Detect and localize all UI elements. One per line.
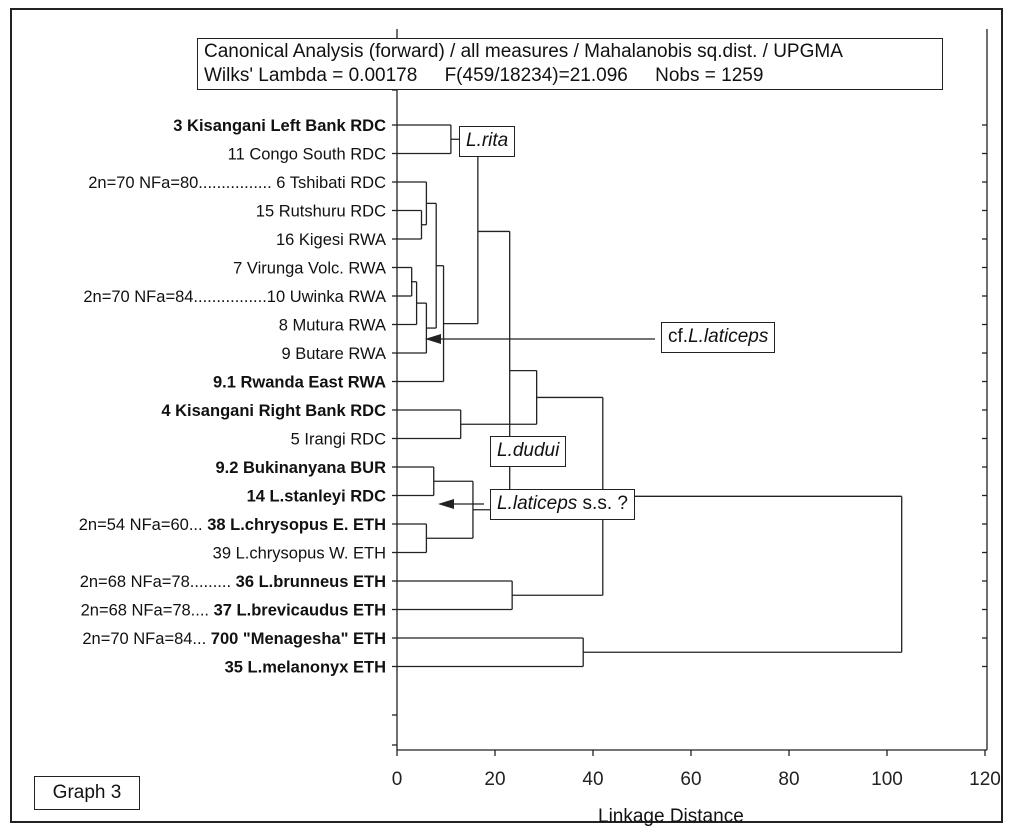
leaf-label: 2n=54 NFa=60... 38 L.chrysopus E. ETH — [79, 516, 386, 534]
tag-l-laticeps-ss: L.laticeps s.s. ? — [490, 489, 635, 520]
leaf-label: 2n=68 NFa=78......... 36 L.brunneus ETH — [80, 573, 386, 591]
nobs: Nobs = 1259 — [655, 65, 764, 86]
leaf-label: 9.1 Rwanda East RWA — [213, 374, 386, 392]
leaf-label: 7 Virunga Volc. RWA — [233, 260, 386, 278]
tag-cf-l-laticeps-italic: L.laticeps — [688, 326, 769, 347]
tag-l-rita-italic: L.rita — [466, 130, 509, 151]
leaf-label: 8 Mutura RWA — [279, 317, 386, 335]
tag-l-dudui: L.dudui — [490, 436, 567, 467]
x-tick-label: 40 — [582, 769, 603, 790]
leaf-label: 15 Rutshuru RDC — [256, 203, 386, 221]
graph-label: Graph 3 — [34, 776, 140, 810]
info-line-1: Canonical Analysis (forward) / all measu… — [204, 41, 843, 62]
leaf-label: 35 L.melanonyx ETH — [225, 659, 386, 677]
x-tick-label: 100 — [871, 769, 903, 790]
f-statistic: F(459/18234)=21.096 — [444, 65, 628, 86]
tag-cf-l-laticeps: cf.L.laticeps — [661, 322, 776, 353]
leaf-label: 2n=70 NFa=84................10 Uwinka RW… — [83, 288, 386, 306]
figure-frame — [10, 8, 1003, 823]
tag-l-dudui-italic: L.dudui — [497, 440, 560, 461]
leaf-label: 5 Irangi RDC — [291, 431, 386, 449]
x-tick-label: 0 — [392, 769, 403, 790]
x-tick-label: 120 — [969, 769, 1001, 790]
leaf-label: 14 L.stanleyi RDC — [247, 488, 386, 506]
analysis-info-box: Canonical Analysis (forward) / all measu… — [197, 38, 943, 90]
x-tick-label: 60 — [680, 769, 701, 790]
leaf-label: 39 L.chrysopus W. ETH — [213, 545, 386, 563]
leaf-label: 9.2 Bukinanyana BUR — [215, 459, 386, 477]
wilks-lambda: Wilks' Lambda = 0.00178 — [204, 65, 418, 86]
leaf-label: 4 Kisangani Right Bank RDC — [161, 402, 386, 420]
arrow-cf-l-laticeps-head — [425, 334, 441, 344]
x-tick-label: 20 — [484, 769, 505, 790]
leaf-label: 16 Kigesi RWA — [276, 231, 386, 249]
x-axis-title: Linkage Distance — [598, 806, 744, 827]
leaf-label: 2n=68 NFa=78.... 37 L.brevicaudus ETH — [81, 602, 386, 620]
tag-l-laticeps-ss-italic: L.laticeps — [497, 493, 578, 514]
leaf-label: 9 Butare RWA — [281, 345, 386, 363]
arrow-l-laticeps-ss-head — [438, 499, 454, 509]
leaf-label: 11 Congo South RDC — [228, 146, 386, 164]
leaf-label: 2n=70 NFa=80................ 6 Tshibati … — [88, 174, 386, 192]
x-tick-label: 80 — [778, 769, 799, 790]
leaf-label: 3 Kisangani Left Bank RDC — [173, 117, 386, 135]
tag-l-rita: L.rita — [459, 126, 516, 157]
leaf-label: 2n=70 NFa=84... 700 "Menagesha" ETH — [82, 630, 386, 648]
